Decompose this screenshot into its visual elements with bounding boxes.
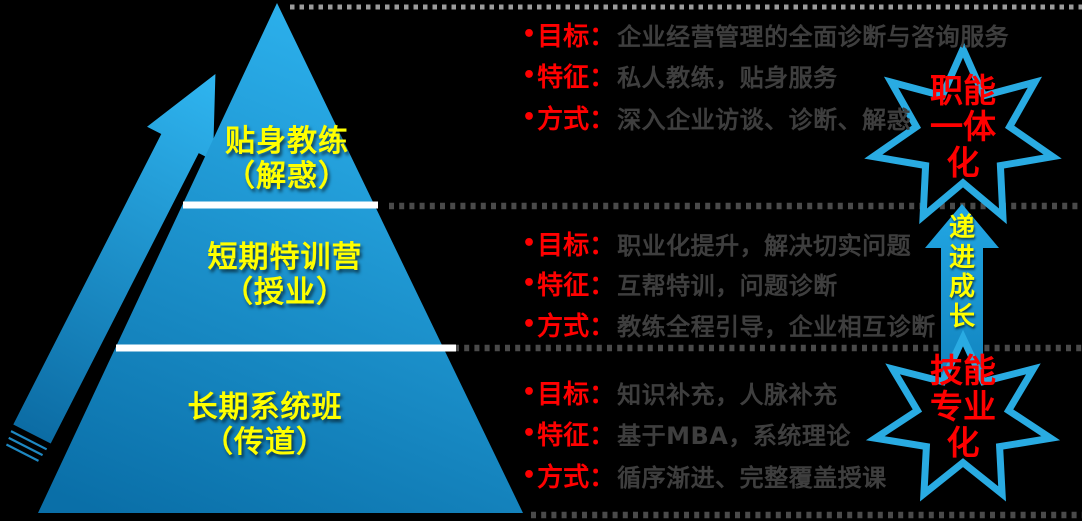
detail-label: 方式 xyxy=(537,462,590,493)
star-label-role-integration: 职能 一体 化 xyxy=(930,73,996,181)
tier-title: 长期系统班 xyxy=(187,390,343,425)
detail-row: • 目标 ： 职业化提升，解决切实问题 xyxy=(522,227,912,261)
detail-text: 互帮特训，问题诊断 xyxy=(617,271,838,300)
ascend-arrow-icon xyxy=(5,74,216,462)
bullet-icon: • xyxy=(522,462,537,488)
detail-label: 特征 xyxy=(537,420,590,451)
starburst-icon-top xyxy=(864,40,1062,225)
tier-label-coaching: 贴身教练 （解惑） xyxy=(225,124,349,194)
star-label-line: 职能 xyxy=(930,71,996,110)
star-label-skill-specialization: 技能 专业 化 xyxy=(930,353,996,461)
star-label-line: 化 xyxy=(946,143,980,182)
detail-label: 目标 xyxy=(537,21,590,52)
detail-text: 职业化提升，解决切实问题 xyxy=(617,231,912,260)
detail-colon: ： xyxy=(589,21,616,52)
tier-title: 短期特训营 xyxy=(207,240,363,275)
bullet-icon: • xyxy=(522,230,537,256)
detail-label: 目标 xyxy=(537,379,590,410)
tier-label-bootcamp: 短期特训营 （授业） xyxy=(208,240,363,310)
detail-text: 深入企业访谈、诊断、解惑 xyxy=(617,105,912,134)
starburst-icon-bottom xyxy=(865,329,1061,502)
detail-text: 知识补充，人脉补充 xyxy=(617,380,838,409)
pyramid-divider-2 xyxy=(116,344,456,352)
tier-title: 贴身教练 xyxy=(225,124,349,159)
tier-label-system-class: 长期系统班 （传道） xyxy=(188,390,343,460)
bullet-icon: • xyxy=(522,270,537,296)
detail-text: 循序渐进、完整覆盖授课 xyxy=(617,463,887,492)
bullet-icon: • xyxy=(522,420,537,446)
bullet-icon: • xyxy=(522,379,537,405)
detail-label: 方式 xyxy=(537,311,590,342)
star-label-line: 化 xyxy=(946,423,980,462)
growth-char: 成 xyxy=(948,272,976,302)
bullet-icon: • xyxy=(522,311,537,337)
detail-row: • 目标 ： 企业经营管理的全面诊断与咨询服务 xyxy=(522,18,1010,52)
bullet-icon: • xyxy=(522,21,537,47)
growth-arrow-label: 递 进 成 长 xyxy=(948,213,976,332)
tier-subtitle: （传道） xyxy=(203,425,327,460)
detail-text: 私人教练，贴身服务 xyxy=(617,63,838,92)
detail-text: 基于MBA，系统理论 xyxy=(617,421,851,450)
pyramid-divider-1 xyxy=(183,201,378,209)
detail-row: • 目标 ： 知识补充，人脉补充 xyxy=(522,376,838,410)
detail-colon: ： xyxy=(589,230,616,261)
star-label-line: 专业 xyxy=(930,387,996,426)
detail-colon: ： xyxy=(589,311,616,342)
detail-colon: ： xyxy=(589,462,616,493)
detail-colon: ： xyxy=(589,62,616,93)
star-label-line: 技能 xyxy=(930,351,996,390)
detail-text: 企业经营管理的全面诊断与咨询服务 xyxy=(617,22,1010,51)
growth-char: 进 xyxy=(948,242,976,273)
growth-arrow-icon xyxy=(925,204,999,402)
detail-colon: ： xyxy=(589,104,616,135)
detail-label: 目标 xyxy=(537,230,590,261)
detail-label: 特征 xyxy=(537,62,590,93)
detail-text: 教练全程引导，企业相互诊断 xyxy=(617,312,936,341)
tier-subtitle: （解惑） xyxy=(225,159,349,194)
detail-label: 特征 xyxy=(537,270,590,301)
detail-row: • 特征 ： 互帮特训，问题诊断 xyxy=(522,267,838,301)
bullet-icon: • xyxy=(522,62,537,88)
bullet-icon: • xyxy=(522,104,537,130)
star-label-line: 一体 xyxy=(930,107,996,146)
tier-subtitle: （授业） xyxy=(223,275,347,310)
growth-char: 长 xyxy=(948,301,976,332)
growth-char: 递 xyxy=(948,213,976,243)
detail-colon: ： xyxy=(589,270,616,301)
detail-row: • 特征 ： 基于MBA，系统理论 xyxy=(522,417,851,451)
detail-row: • 方式 ： 深入企业访谈、诊断、解惑 xyxy=(522,101,912,135)
detail-colon: ： xyxy=(589,420,616,451)
detail-row: • 特征 ： 私人教练，贴身服务 xyxy=(522,59,838,93)
detail-row: • 方式 ： 教练全程引导，企业相互诊断 xyxy=(522,308,936,342)
pyramid-shape xyxy=(38,3,523,513)
detail-row: • 方式 ： 循序渐进、完整覆盖授课 xyxy=(522,459,887,493)
detail-colon: ： xyxy=(589,379,616,410)
detail-label: 方式 xyxy=(537,104,590,135)
